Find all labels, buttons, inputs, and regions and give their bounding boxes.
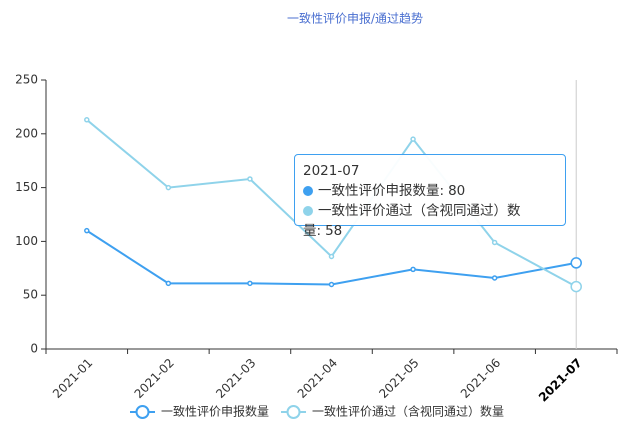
tooltip-dot	[303, 186, 313, 196]
legend-icon	[135, 405, 150, 419]
point	[570, 280, 582, 293]
tooltip: 2021-07 一致性评价申报数量: 80 一致性评价通过（含视同通过）数量: 58	[294, 154, 566, 239]
tooltip-sep: :	[439, 183, 445, 199]
x-tick-label: 2021-02	[132, 356, 177, 401]
point	[410, 266, 416, 273]
legend-label[interactable]: 一致性评价通过（含视同通过）数量	[312, 404, 504, 419]
point	[84, 117, 90, 123]
point	[491, 239, 498, 246]
legend-icon	[286, 405, 301, 419]
point	[328, 253, 335, 260]
y-tick-label: 100	[15, 234, 38, 248]
y-tick-label: 50	[23, 288, 38, 302]
legend-label[interactable]: 一致性评价申报数量	[161, 404, 269, 419]
point	[491, 275, 498, 281]
x-tick-label: 2021-03	[213, 356, 258, 401]
tooltip-row: 一致性评价申报数量: 80	[303, 181, 557, 201]
point	[328, 281, 335, 288]
chart-title: 一致性评价申报/通过趋势	[287, 11, 423, 26]
tooltip-name: 一致性评价通过（含视同通过）数量	[303, 203, 521, 239]
point	[84, 227, 90, 234]
point	[247, 280, 253, 287]
point	[247, 176, 253, 182]
point	[165, 184, 172, 191]
tooltip-dot	[303, 206, 313, 216]
x-tick-label: 2021-06	[458, 356, 503, 401]
tooltip-row: 一致性评价通过（含视同通过）数量: 58	[303, 201, 557, 241]
tooltip-value: 58	[325, 223, 343, 239]
y-tick-label: 200	[15, 126, 38, 140]
x-tick-label: 2021-04	[295, 356, 340, 401]
y-tick-label: 0	[30, 342, 38, 356]
x-tick-label: 2021-05	[376, 356, 421, 401]
point	[410, 136, 416, 142]
tooltip-name: 一致性评价申报数量	[318, 183, 440, 199]
tooltip-value: 80	[448, 183, 466, 199]
tooltip-sep: :	[316, 223, 322, 239]
x-tick-label: 2021-01	[50, 356, 95, 401]
y-tick-label: 150	[15, 180, 38, 194]
x-tick-label: 2021-07	[536, 356, 585, 405]
y-tick-label: 250	[15, 73, 38, 87]
tooltip-title: 2021-07	[303, 163, 360, 179]
point	[165, 280, 172, 287]
point	[570, 257, 582, 269]
